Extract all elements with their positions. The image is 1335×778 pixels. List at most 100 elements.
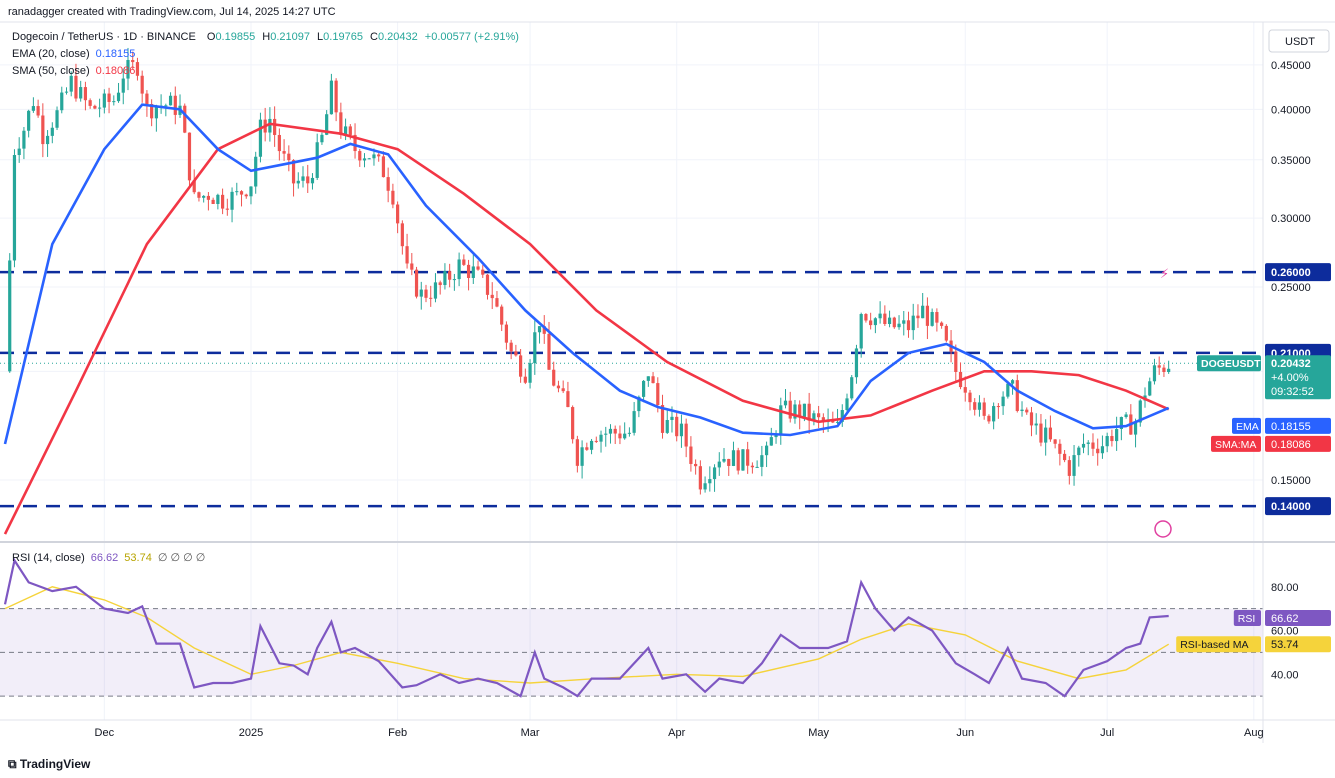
candle-body <box>854 348 859 378</box>
x-tick-label: Dec <box>95 727 115 739</box>
ohlc-open-label: O <box>206 31 216 43</box>
candle-body <box>656 383 660 406</box>
ma-marker-label: EMA <box>1236 421 1259 433</box>
candle-body <box>835 421 840 423</box>
candle-body <box>410 263 414 270</box>
candle-body <box>377 154 381 157</box>
candle-body <box>741 449 745 471</box>
candle-body <box>216 194 220 204</box>
ma-marker-value-tag <box>1265 435 1331 452</box>
tradingview-logo-icon: ⧉ <box>8 757 20 771</box>
candle-body <box>736 450 740 471</box>
candle-body <box>637 396 641 412</box>
candle-body <box>594 440 598 442</box>
candle-body <box>173 95 177 115</box>
rsi-tag-label: RSI-based MA <box>1180 639 1248 651</box>
candle-body <box>230 191 234 210</box>
candle-body <box>135 62 140 76</box>
candle-body <box>325 114 329 135</box>
candle-body <box>556 385 561 389</box>
symbol-legend[interactable]: Dogecoin / TetherUS · 1D · BINANCE O 0.19… <box>12 31 519 43</box>
candle-body <box>921 305 925 319</box>
level-price-tag <box>1265 497 1331 516</box>
candle-body <box>599 434 603 442</box>
candle-body <box>405 246 409 264</box>
level-price-label: 0.26000 <box>1271 267 1311 279</box>
candle-body <box>74 75 78 99</box>
ma-marker-label: SMA:MA <box>1215 439 1256 451</box>
candle-body <box>1001 396 1005 407</box>
rsi-tick-label: 40.00 <box>1271 669 1299 681</box>
candle-body <box>807 403 811 421</box>
candle-body <box>561 388 565 392</box>
candle-body <box>41 115 45 145</box>
rsi-legend[interactable]: RSI (14, close) 66.62 53.74 ∅ ∅ ∅ ∅ <box>12 551 205 564</box>
candle-body <box>1119 417 1123 430</box>
ohlc-low: 0.19765 <box>323 31 363 43</box>
candle-body <box>1167 368 1171 373</box>
x-tick-label: Jun <box>956 727 974 739</box>
candle-body <box>769 437 773 446</box>
last-price-change: +4.00% <box>1271 372 1309 384</box>
candle-body <box>608 428 613 434</box>
candle-body <box>755 466 759 468</box>
candle-body <box>571 407 575 440</box>
candle-body <box>1133 422 1138 435</box>
candle-body <box>665 420 669 433</box>
candle-body <box>282 151 286 154</box>
ema-legend[interactable]: EMA (20, close) 0.18155 <box>12 48 135 60</box>
candle-body <box>93 105 97 109</box>
candle-body <box>239 191 244 195</box>
candle-body <box>462 259 466 265</box>
candle-body <box>585 447 589 450</box>
symbol-title[interactable]: Dogecoin / TetherUS · 1D · BINANCE <box>12 31 196 43</box>
candle-body <box>452 279 456 281</box>
ema-legend-label: EMA (20, close) <box>12 48 90 60</box>
candle-body <box>500 306 504 325</box>
candle-body <box>523 376 527 383</box>
candle-body <box>88 100 92 106</box>
candle-body <box>315 142 319 178</box>
candle-body <box>802 403 807 417</box>
candle-body <box>575 439 579 466</box>
candle-body <box>722 458 726 462</box>
candle-body <box>1044 427 1048 443</box>
rsi-ma-legend-value: 53.74 <box>124 552 152 564</box>
candle-body <box>150 103 154 119</box>
candle-body <box>1096 448 1100 454</box>
candle-body <box>145 93 149 104</box>
candle-body <box>850 377 854 399</box>
y-tick-label: 0.45000 <box>1271 60 1311 72</box>
candle-body <box>992 406 996 422</box>
candle-body <box>911 315 915 331</box>
sma-legend-value: 0.18086 <box>95 65 136 77</box>
candle-body <box>343 126 348 135</box>
candle-body <box>235 191 239 193</box>
ma-marker-value: 0.18086 <box>1271 439 1311 451</box>
candle-body <box>254 156 258 187</box>
candle-body <box>1053 439 1057 444</box>
candle-body <box>746 449 750 466</box>
candle-body <box>935 312 939 323</box>
candle-body <box>386 177 390 191</box>
ohlc-low-label: L <box>317 31 324 43</box>
candle-body <box>495 298 499 307</box>
y-tick-label: 0.35000 <box>1271 155 1311 167</box>
candle-body <box>60 92 64 111</box>
candle-body <box>1124 414 1128 418</box>
candle-body <box>1086 442 1090 444</box>
sma-legend[interactable]: SMA (50, close) 0.18086 <box>12 65 135 77</box>
candle-body <box>812 413 816 421</box>
candle-body <box>703 483 707 490</box>
candle-body <box>168 95 173 106</box>
sma-legend-label: SMA (50, close) <box>12 65 90 77</box>
candle-body <box>22 130 26 149</box>
candle-body <box>1072 455 1076 476</box>
candle-body <box>798 404 802 417</box>
ohlc-change: +0.00577 (+2.91%) <box>424 31 519 43</box>
symbol-tag-label: DOGEUSDT <box>1201 358 1261 370</box>
candle-body <box>490 294 494 299</box>
rsi-legend-extra: ∅ ∅ ∅ ∅ <box>157 552 206 564</box>
tradingview-logo[interactable]: ⧉ TradingView <box>8 757 90 772</box>
